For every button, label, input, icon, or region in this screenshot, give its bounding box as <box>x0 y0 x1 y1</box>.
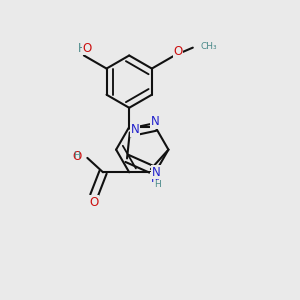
Text: O: O <box>83 42 92 55</box>
Text: O: O <box>73 150 82 163</box>
Text: H: H <box>154 180 161 189</box>
Text: N: N <box>152 166 161 178</box>
Text: N: N <box>131 123 140 136</box>
Text: H: H <box>78 42 87 55</box>
Text: CH₃: CH₃ <box>200 42 217 51</box>
Text: N: N <box>151 115 160 128</box>
Text: O: O <box>173 45 183 58</box>
Text: N: N <box>151 172 160 185</box>
Text: O: O <box>89 196 98 209</box>
Text: H: H <box>73 151 80 160</box>
